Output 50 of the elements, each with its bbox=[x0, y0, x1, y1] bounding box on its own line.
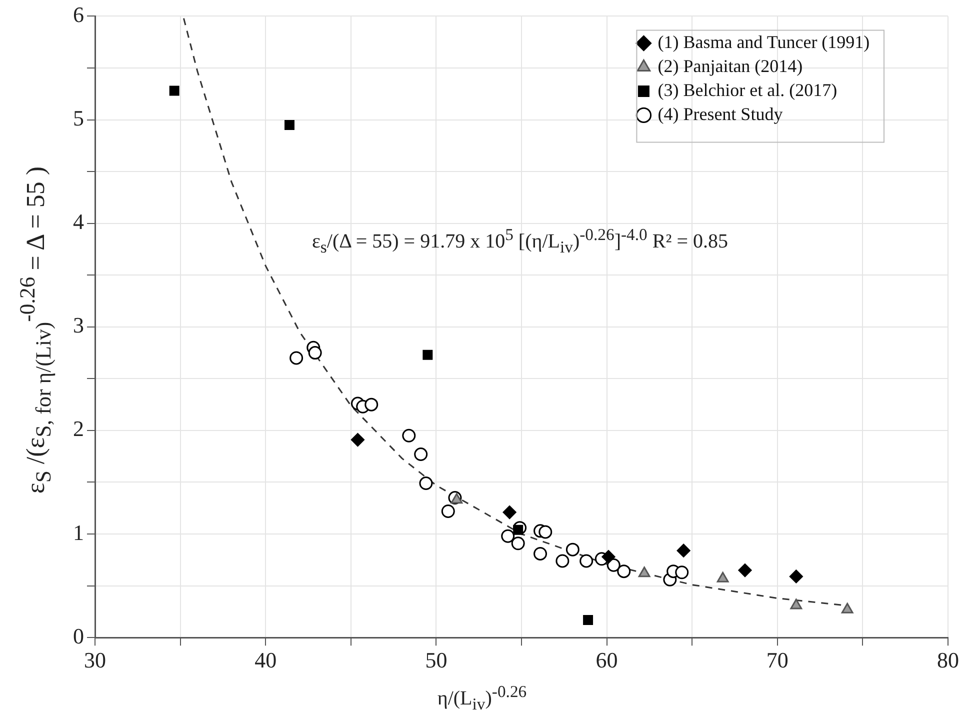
legend-label: (4) Present Study bbox=[658, 104, 783, 124]
point bbox=[675, 566, 689, 580]
legend-label: (1) Basma and Tuncer (1991) bbox=[658, 32, 870, 52]
point bbox=[419, 476, 433, 490]
point bbox=[284, 120, 294, 130]
x-tick-label: 70 bbox=[766, 648, 788, 673]
x-tick-label: 80 bbox=[937, 648, 959, 673]
point bbox=[580, 554, 594, 568]
point bbox=[511, 536, 525, 550]
point bbox=[789, 570, 803, 584]
point bbox=[716, 572, 729, 582]
point bbox=[790, 598, 802, 610]
y-tick-label: 4 bbox=[73, 209, 84, 234]
point bbox=[738, 564, 752, 578]
point bbox=[422, 350, 433, 360]
point bbox=[566, 542, 580, 556]
point bbox=[617, 564, 631, 578]
point bbox=[414, 448, 428, 462]
point bbox=[602, 550, 616, 564]
point bbox=[841, 602, 854, 614]
y-tick-label: 0 bbox=[73, 623, 84, 648]
y-tick-label: 5 bbox=[73, 106, 84, 131]
x-tick-label: 40 bbox=[254, 648, 277, 673]
point bbox=[583, 615, 594, 625]
point bbox=[308, 346, 322, 360]
point bbox=[350, 433, 364, 447]
y-tick-label: 1 bbox=[73, 520, 84, 545]
point bbox=[501, 529, 515, 543]
text: ε$_{s}$/(Δ = 55) = 91.79 x 10$^{5}$ [(η/L$_{iv}$)$^{-0.26}$]$^{-4.0}$ R² = 0.85 bbox=[312, 225, 728, 257]
point bbox=[638, 566, 650, 578]
y-tick-label: 3 bbox=[73, 312, 84, 338]
legend-label: (3) Belchior et al. (2017) bbox=[658, 80, 838, 100]
point bbox=[441, 504, 455, 518]
x-tick-label: 30 bbox=[84, 648, 106, 673]
point bbox=[402, 428, 416, 442]
point bbox=[556, 554, 570, 568]
point bbox=[676, 544, 690, 558]
x-tick-label: 60 bbox=[596, 648, 618, 673]
y-tick-label: 6 bbox=[73, 2, 84, 27]
x-tick-label: 50 bbox=[425, 648, 448, 673]
point bbox=[169, 86, 180, 96]
point bbox=[364, 398, 378, 412]
point bbox=[290, 351, 304, 365]
point bbox=[450, 493, 463, 504]
legend-label: (2) Panjaitan (2014) bbox=[658, 56, 803, 76]
point bbox=[538, 525, 552, 539]
point bbox=[502, 506, 516, 520]
y-tick-label: 2 bbox=[73, 416, 84, 442]
point bbox=[534, 546, 548, 560]
x-axis-title: η/(L$_{iv}$)$^{-0.26}$ bbox=[436, 682, 528, 715]
